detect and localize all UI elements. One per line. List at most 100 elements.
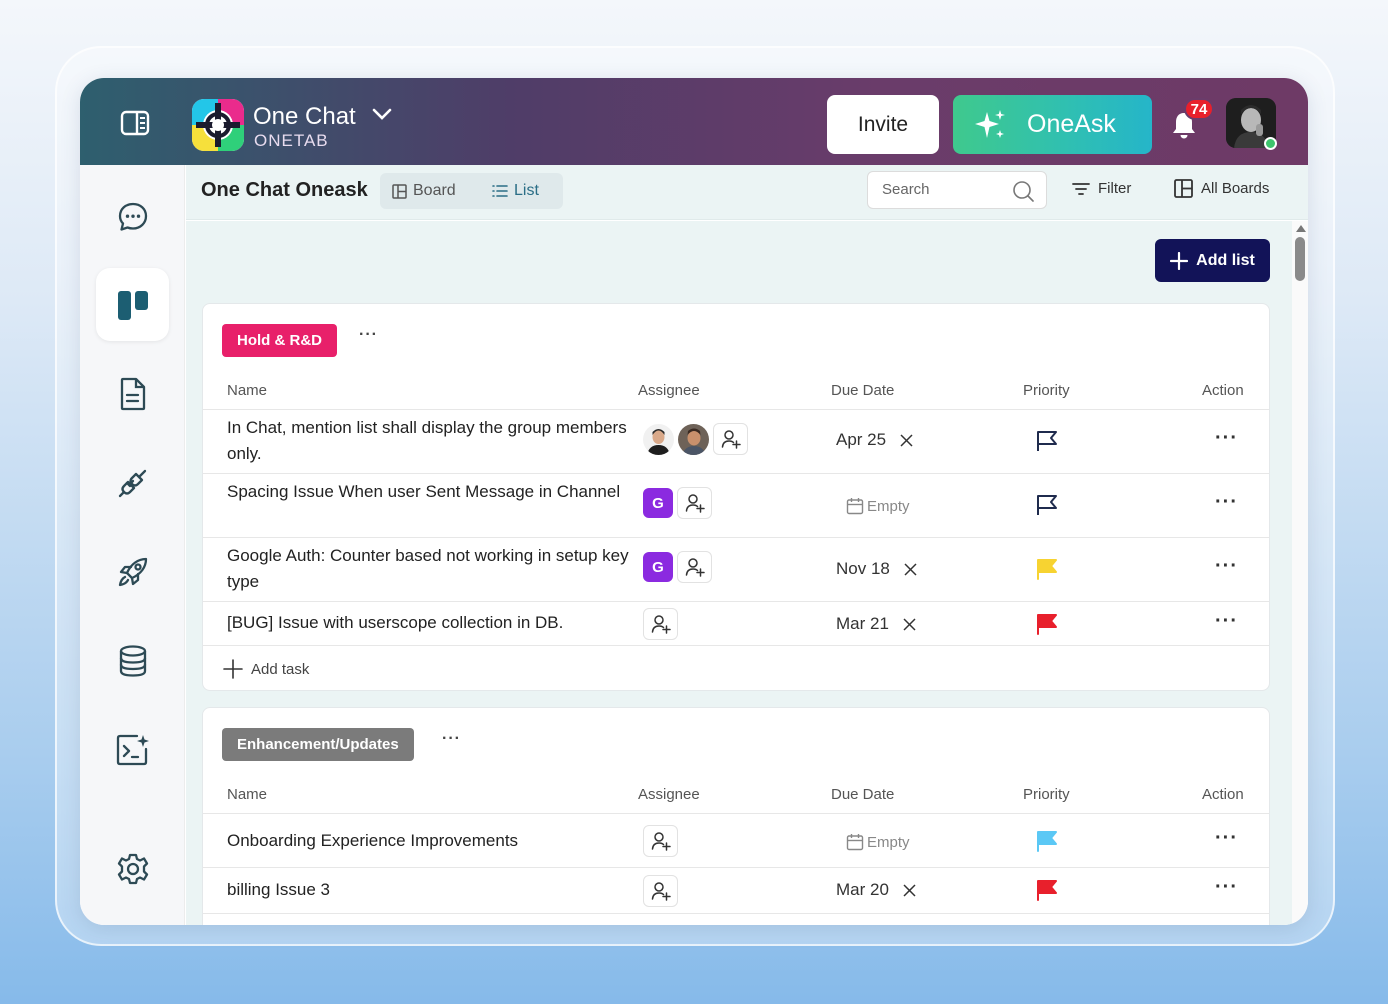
task-name[interactable]: In Chat, mention list shall display the … <box>227 418 627 463</box>
avatar[interactable]: G <box>643 488 673 518</box>
priority-flag-icon[interactable] <box>1036 430 1058 452</box>
sidebar-item-database[interactable] <box>96 624 169 697</box>
row-action-button[interactable]: ··· <box>1215 876 1238 898</box>
task-name[interactable]: [BUG] Issue with userscope collection in… <box>227 613 564 632</box>
plug-icon <box>118 469 146 497</box>
due-date-value: Mar 20 <box>836 880 889 899</box>
scroll-thumb[interactable] <box>1295 237 1305 281</box>
due-date[interactable]: Mar 20 <box>836 880 916 900</box>
avatar[interactable] <box>643 423 674 455</box>
sidebar-item-docs[interactable] <box>96 357 169 430</box>
all-boards-icon <box>1174 179 1193 198</box>
row-action-button[interactable]: ··· <box>1215 555 1238 577</box>
add-list-button[interactable]: Add list <box>1155 239 1270 282</box>
add-assignee-button[interactable] <box>677 551 712 583</box>
list-tag[interactable]: Hold & R&D <box>222 324 337 357</box>
list-view-icon <box>492 185 508 197</box>
tab-list-label: List <box>514 182 539 199</box>
row-action-button[interactable]: ··· <box>1215 827 1238 849</box>
oneask-label: OneAsk <box>1027 110 1116 138</box>
table-row[interactable]: In Chat, mention list shall display the … <box>203 409 1269 473</box>
sidebar-item-settings[interactable] <box>96 832 169 905</box>
sidebar-item-chat[interactable] <box>96 180 169 253</box>
assignee-group <box>643 825 678 857</box>
database-icon <box>119 644 146 677</box>
priority-flag-icon[interactable] <box>1036 879 1058 901</box>
task-name[interactable]: billing Issue 3 <box>227 880 331 899</box>
priority-flag-icon[interactable] <box>1036 558 1058 580</box>
table-row[interactable]: Spacing Issue When user Sent Message in … <box>203 473 1269 537</box>
page-title: One Chat Oneask <box>201 179 368 201</box>
row-action-button[interactable]: ··· <box>1215 491 1238 513</box>
table-row[interactable]: billing Issue 3 Mar 20 <box>203 867 1269 913</box>
clear-date-icon[interactable] <box>904 562 917 576</box>
sidebar-item-integrations[interactable] <box>96 446 169 519</box>
vertical-scrollbar[interactable] <box>1292 221 1308 925</box>
board-view-icon <box>392 183 407 199</box>
app-name[interactable]: One Chat <box>253 103 356 130</box>
table-row[interactable]: [BUG] Issue with userscope collection in… <box>203 601 1269 645</box>
plus-icon <box>1170 251 1189 270</box>
chat-bubble-icon <box>118 202 147 231</box>
priority-flag-icon[interactable] <box>1036 494 1058 516</box>
add-assignee-button[interactable] <box>677 487 712 519</box>
due-date[interactable]: Nov 18 <box>836 559 917 579</box>
document-icon <box>120 377 145 410</box>
row-action-button[interactable]: ··· <box>1215 610 1238 632</box>
clear-date-icon[interactable] <box>903 883 916 897</box>
column-header-assignee: Assignee <box>638 382 700 399</box>
list-more-button[interactable]: ··· <box>359 326 378 343</box>
due-date[interactable]: Mar 21 <box>836 614 916 634</box>
chevron-down-icon[interactable] <box>371 106 393 124</box>
search-icon[interactable] <box>1012 180 1034 202</box>
filter-button[interactable]: Filter <box>1072 180 1131 197</box>
add-assignee-button[interactable] <box>643 608 678 640</box>
all-boards-button[interactable]: All Boards <box>1174 179 1269 198</box>
assignee-group: G <box>643 551 712 583</box>
plus-icon <box>223 659 243 679</box>
calendar-icon <box>846 834 864 851</box>
rocket-icon <box>118 557 147 586</box>
scroll-up-arrow-icon[interactable] <box>1296 225 1306 232</box>
list-more-button[interactable]: ··· <box>442 730 461 747</box>
search-input[interactable] <box>882 181 1002 198</box>
table-row[interactable]: Google Auth: Counter based not working i… <box>203 537 1269 601</box>
column-header-name: Name <box>227 786 268 803</box>
task-name[interactable]: Google Auth: Counter based not working i… <box>227 546 629 591</box>
clear-date-icon[interactable] <box>903 617 916 631</box>
tab-board[interactable]: Board <box>392 182 456 200</box>
clear-date-icon[interactable] <box>900 433 913 447</box>
priority-flag-icon[interactable] <box>1036 830 1058 852</box>
column-header-action: Action <box>1202 382 1244 399</box>
due-date-value: Empty <box>867 833 910 851</box>
panel-toggle-icon[interactable] <box>120 110 150 136</box>
list-tag[interactable]: Enhancement/Updates <box>222 728 414 761</box>
user-plus-icon <box>721 430 741 449</box>
due-date-value: Nov 18 <box>836 559 890 578</box>
list-content: Add list Hold & R&D ··· Name Assignee Du… <box>186 221 1292 925</box>
add-task-button[interactable]: Add task <box>223 659 309 679</box>
due-date-empty[interactable]: Empty <box>846 833 910 851</box>
filter-icon <box>1072 182 1090 195</box>
avatar[interactable] <box>678 423 709 455</box>
add-assignee-button[interactable] <box>713 423 748 455</box>
tab-list[interactable]: List <box>492 182 539 200</box>
app-window: One Chat ONETAB Invite OneAsk 74 <box>80 78 1308 925</box>
add-assignee-button[interactable] <box>643 875 678 907</box>
sidebar-item-launch[interactable] <box>96 535 169 608</box>
view-toggle: Board List <box>380 173 563 209</box>
priority-flag-icon[interactable] <box>1036 613 1058 635</box>
due-date[interactable]: Apr 25 <box>836 430 913 450</box>
task-name[interactable]: Spacing Issue When user Sent Message in … <box>227 482 621 501</box>
task-name[interactable]: Onboarding Experience Improvements <box>227 831 519 850</box>
avatar[interactable]: G <box>643 552 673 582</box>
sidebar-item-boards[interactable] <box>96 268 169 341</box>
table-row[interactable]: Onboarding Experience Improvements <box>203 813 1269 867</box>
invite-button[interactable]: Invite <box>827 95 939 154</box>
row-action-button[interactable]: ··· <box>1215 427 1238 449</box>
table-row[interactable] <box>203 913 1269 925</box>
add-assignee-button[interactable] <box>643 825 678 857</box>
oneask-button[interactable]: OneAsk <box>953 95 1152 154</box>
sidebar-item-ai-terminal[interactable] <box>96 713 169 786</box>
due-date-empty[interactable]: Empty <box>846 497 910 515</box>
